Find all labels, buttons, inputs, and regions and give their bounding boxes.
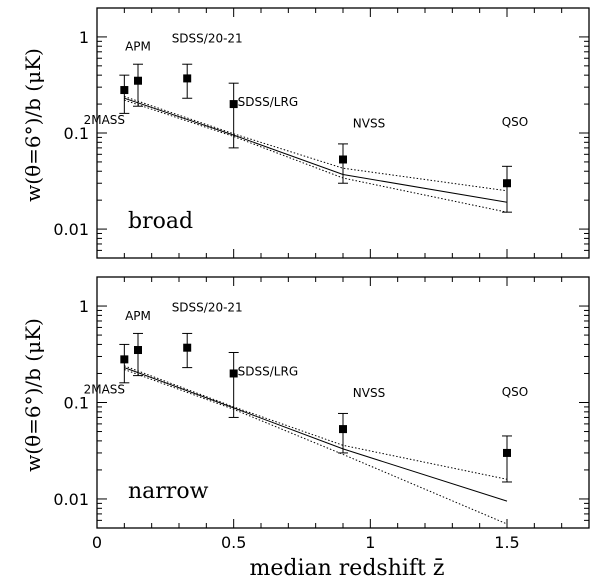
data-point xyxy=(503,448,511,457)
y-tick-label: 0.01 xyxy=(53,490,89,509)
model-upper-line xyxy=(124,96,508,192)
point-label: SDSS/LRG xyxy=(238,95,298,109)
point-label: NVSS xyxy=(353,386,385,400)
data-point xyxy=(229,369,238,378)
x-tick-label: 1.5 xyxy=(494,533,519,552)
data-point xyxy=(134,346,142,355)
panel-narrow: 0.01 0.1 1 0 0.5 1 1.5 2MASS APM SDSS/20-21 SDSS/L… xyxy=(53,276,590,552)
point-label: SDSS/20-21 xyxy=(172,31,243,45)
point-label: 2MASS xyxy=(84,382,125,396)
y-tick-label: 1 xyxy=(79,28,89,47)
y-tick-label: 0.1 xyxy=(64,124,89,143)
data-point xyxy=(134,76,142,85)
model-lower-line xyxy=(124,99,508,213)
panel-label: broad xyxy=(128,209,193,234)
y-axis-label-top: w(θ=6°)/b (μK) xyxy=(21,48,45,202)
panel-broad: 0.01 0.1 1 2MASS APM SDSS/20-21 SDSS/LRG NVSS QS… xyxy=(53,7,590,259)
data-point xyxy=(339,155,347,164)
model-upper-line xyxy=(124,365,508,480)
y-tick-label: 0.01 xyxy=(53,220,89,239)
model-line xyxy=(124,367,508,502)
x-axis-label: median redshift z̄ xyxy=(250,556,445,580)
y-tick-label: 0.1 xyxy=(64,394,89,413)
point-label: APM xyxy=(125,40,151,54)
point-label: SDSS/LRG xyxy=(238,364,298,378)
data-point xyxy=(339,425,347,434)
panel-label: narrow xyxy=(128,479,209,504)
model-lower-line xyxy=(124,369,508,525)
point-label: QSO xyxy=(502,115,529,129)
point-label: 2MASS xyxy=(84,113,125,127)
point-label: APM xyxy=(125,309,151,323)
x-tick-label: 1 xyxy=(365,533,375,552)
data-point xyxy=(183,74,192,83)
data-point xyxy=(503,179,511,188)
point-label: SDSS/20-21 xyxy=(172,301,243,315)
data-point xyxy=(183,343,192,352)
point-label: QSO xyxy=(502,385,529,399)
x-tick-label: 0 xyxy=(92,533,102,552)
x-tick-label: 0.5 xyxy=(221,533,246,552)
data-point xyxy=(229,100,238,109)
data-point xyxy=(120,86,129,95)
y-tick-label: 1 xyxy=(79,297,89,316)
model-line xyxy=(124,97,508,203)
point-label: NVSS xyxy=(353,116,385,130)
data-point xyxy=(120,355,129,364)
y-axis-label-bottom: w(θ=6°)/b (μK) xyxy=(21,318,45,472)
